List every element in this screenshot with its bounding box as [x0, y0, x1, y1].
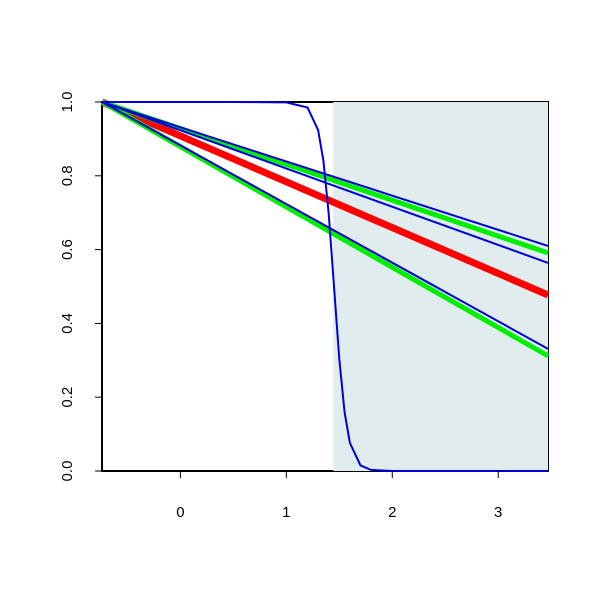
y-tick-label: 0.8 — [59, 165, 76, 186]
x-tick-label: 2 — [388, 504, 396, 521]
y-tick-label: 0.4 — [59, 313, 76, 334]
x-tick-label: 0 — [176, 504, 184, 521]
x-tick-label: 1 — [282, 504, 290, 521]
series-line — [100, 99, 550, 359]
y-tick-label: 0.0 — [59, 461, 76, 482]
y-tick-label: 0.2 — [59, 387, 76, 408]
y-tick-label: 0.6 — [59, 239, 76, 260]
series-line — [101, 101, 549, 350]
shaded-region — [333, 102, 548, 471]
series-line — [102, 101, 548, 472]
series-line — [100, 98, 550, 299]
y-tick-label: 1.0 — [59, 92, 76, 113]
x-tick-label: 3 — [494, 504, 502, 521]
